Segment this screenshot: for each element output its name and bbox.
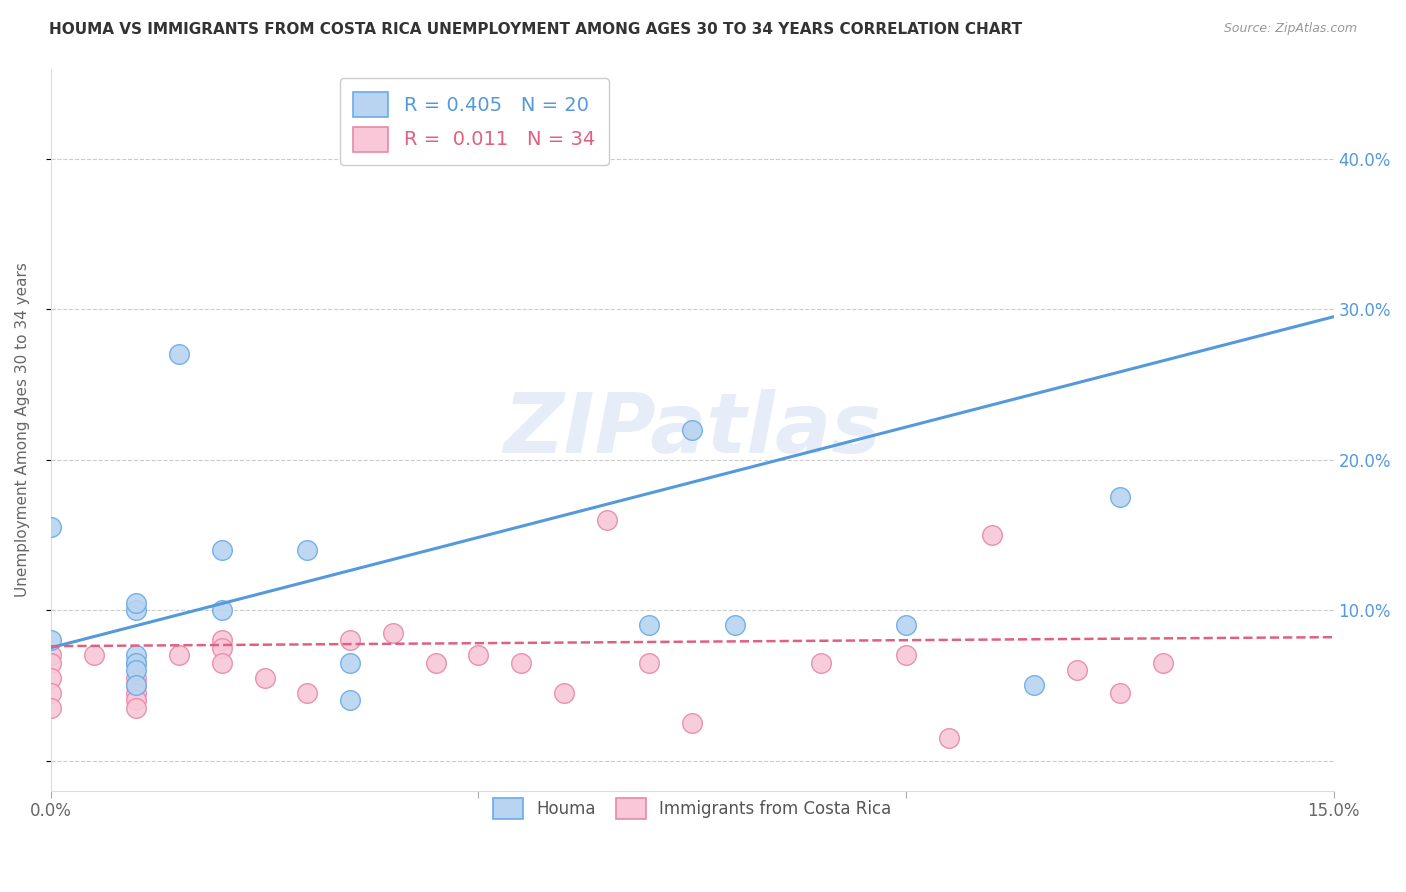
Point	[253, 671, 276, 685]
Point	[596, 513, 619, 527]
Legend: Houma, Immigrants from Costa Rica: Houma, Immigrants from Costa Rica	[486, 791, 898, 826]
Point	[297, 542, 319, 557]
Point	[638, 618, 661, 632]
Point	[553, 686, 575, 700]
Point	[894, 648, 917, 663]
Point	[125, 596, 148, 610]
Point	[39, 648, 62, 663]
Point	[510, 656, 533, 670]
Point	[167, 347, 190, 361]
Point	[339, 693, 361, 707]
Point	[125, 693, 148, 707]
Text: ZIPatlas: ZIPatlas	[503, 389, 882, 470]
Point	[1024, 678, 1046, 692]
Point	[980, 528, 1002, 542]
Point	[681, 423, 703, 437]
Point	[297, 686, 319, 700]
Point	[938, 731, 960, 745]
Point	[125, 663, 148, 677]
Point	[211, 656, 233, 670]
Point	[425, 656, 447, 670]
Point	[125, 603, 148, 617]
Point	[681, 715, 703, 730]
Point	[39, 633, 62, 648]
Point	[1152, 656, 1174, 670]
Point	[125, 656, 148, 670]
Point	[83, 648, 105, 663]
Point	[810, 656, 832, 670]
Point	[211, 640, 233, 655]
Point	[125, 648, 148, 663]
Point	[638, 656, 661, 670]
Point	[39, 671, 62, 685]
Point	[125, 671, 148, 685]
Point	[39, 656, 62, 670]
Point	[467, 648, 489, 663]
Point	[125, 678, 148, 692]
Point	[1066, 663, 1088, 677]
Point	[125, 686, 148, 700]
Point	[125, 656, 148, 670]
Y-axis label: Unemployment Among Ages 30 to 34 years: Unemployment Among Ages 30 to 34 years	[15, 262, 30, 597]
Point	[39, 686, 62, 700]
Point	[39, 701, 62, 715]
Point	[211, 633, 233, 648]
Point	[339, 656, 361, 670]
Point	[1108, 686, 1130, 700]
Text: Source: ZipAtlas.com: Source: ZipAtlas.com	[1223, 22, 1357, 36]
Text: HOUMA VS IMMIGRANTS FROM COSTA RICA UNEMPLOYMENT AMONG AGES 30 TO 34 YEARS CORRE: HOUMA VS IMMIGRANTS FROM COSTA RICA UNEM…	[49, 22, 1022, 37]
Point	[39, 520, 62, 534]
Point	[1108, 490, 1130, 504]
Point	[167, 648, 190, 663]
Point	[894, 618, 917, 632]
Point	[211, 603, 233, 617]
Point	[211, 542, 233, 557]
Point	[339, 633, 361, 648]
Point	[125, 678, 148, 692]
Point	[724, 618, 747, 632]
Point	[381, 625, 404, 640]
Point	[125, 701, 148, 715]
